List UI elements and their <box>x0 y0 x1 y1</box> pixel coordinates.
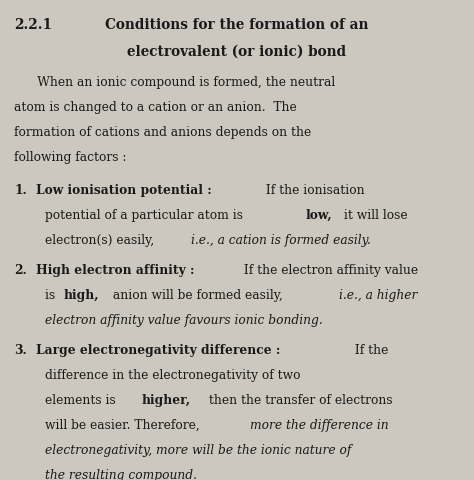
Text: 2.2.1: 2.2.1 <box>14 18 52 32</box>
Text: will be easier. Therefore,: will be easier. Therefore, <box>45 419 204 432</box>
Text: electron(s) easily,: electron(s) easily, <box>45 234 158 247</box>
Text: high,: high, <box>63 289 99 302</box>
Text: If the: If the <box>351 344 388 357</box>
Text: Low ionisation potential :: Low ionisation potential : <box>36 184 211 197</box>
Text: atom is changed to a cation or an anion.  The: atom is changed to a cation or an anion.… <box>14 101 297 114</box>
Text: is: is <box>45 289 59 302</box>
Text: 1.: 1. <box>14 184 27 197</box>
Text: 2.: 2. <box>14 264 27 277</box>
Text: Large electronegativity difference :: Large electronegativity difference : <box>36 344 280 357</box>
Text: i.e., a higher: i.e., a higher <box>338 289 417 302</box>
Text: elements is: elements is <box>45 394 119 407</box>
Text: formation of cations and anions depends on the: formation of cations and anions depends … <box>14 126 311 139</box>
Text: When an ionic compound is formed, the neutral: When an ionic compound is formed, the ne… <box>14 76 336 89</box>
Text: anion will be formed easily,: anion will be formed easily, <box>109 289 287 302</box>
Text: more the difference in: more the difference in <box>250 419 388 432</box>
Text: then the transfer of electrons: then the transfer of electrons <box>205 394 392 407</box>
Text: the resulting compound.: the resulting compound. <box>45 469 197 480</box>
Text: following factors :: following factors : <box>14 151 127 164</box>
Text: 3.: 3. <box>14 344 27 357</box>
Text: low,: low, <box>306 209 332 222</box>
Text: difference in the electronegativity of two: difference in the electronegativity of t… <box>45 369 301 382</box>
Text: electrovalent (or ionic) bond: electrovalent (or ionic) bond <box>128 45 346 59</box>
Text: i.e., a cation is formed easily.: i.e., a cation is formed easily. <box>191 234 371 247</box>
Text: higher,: higher, <box>141 394 191 407</box>
Text: electronegativity, more will be the ionic nature of: electronegativity, more will be the ioni… <box>45 444 351 457</box>
Text: Conditions for the formation of an: Conditions for the formation of an <box>105 18 369 32</box>
Text: If the ionisation: If the ionisation <box>263 184 365 197</box>
Text: High electron affinity :: High electron affinity : <box>36 264 194 277</box>
Text: potential of a particular atom is: potential of a particular atom is <box>45 209 247 222</box>
Text: it will lose: it will lose <box>340 209 408 222</box>
Text: If the electron affinity value: If the electron affinity value <box>240 264 419 277</box>
Text: electron affinity value favours ionic bonding.: electron affinity value favours ionic bo… <box>45 314 323 327</box>
